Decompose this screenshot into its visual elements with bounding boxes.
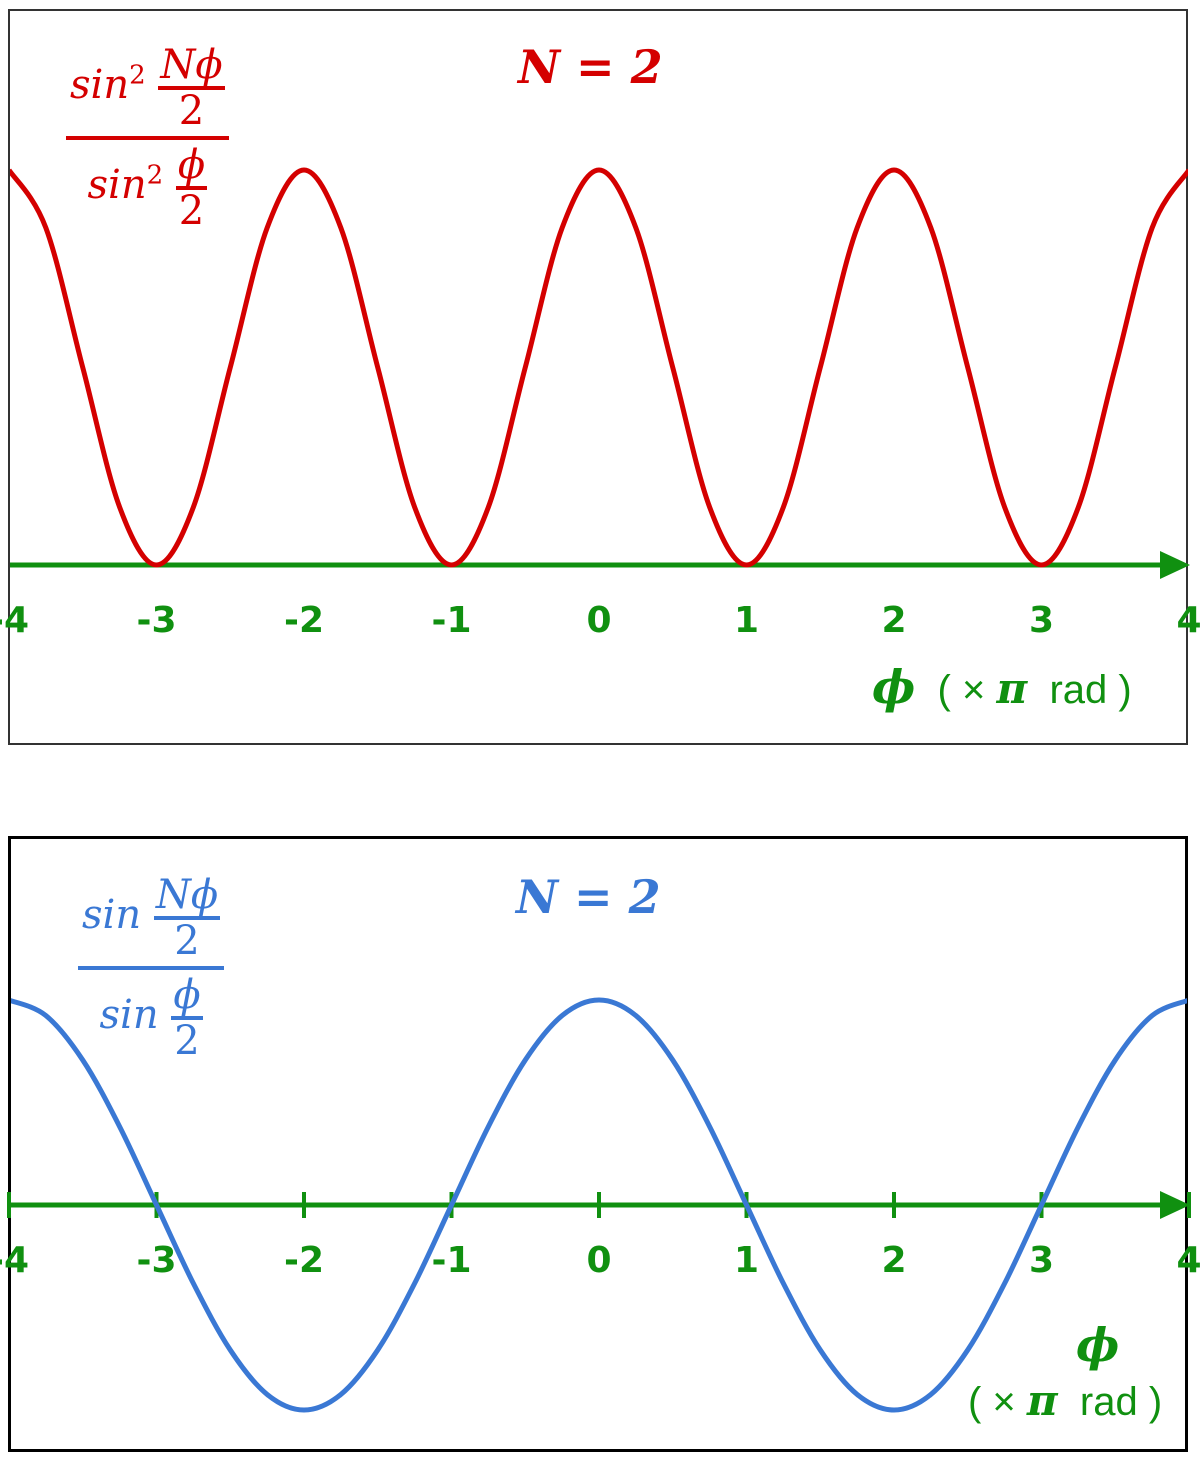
top-chart-frame [8,9,1188,745]
phi-symbol: ϕ [872,660,916,714]
x-tick-label: -4 [0,1240,29,1281]
bottom-x-axis-symbol: ϕ [1076,1318,1119,1372]
den-arg-den: 2 [178,188,205,234]
num-func: sin [70,62,130,108]
num-arg-den: 2 [178,88,205,134]
unit-close: rad ) [1049,668,1132,712]
x-tick-label: -3 [136,600,177,641]
x-tick-label: -4 [0,600,29,641]
x-tick-label: 1 [733,1240,760,1281]
num-arg-den: 2 [174,918,200,964]
bottom-x-axis-unit: ( × π rad ) [968,1376,1162,1425]
top-x-axis-label: ϕ ( × π rad ) [872,660,1132,714]
pi-symbol: π [1026,1376,1058,1425]
unit-close: rad ) [1079,1380,1163,1424]
x-axis-arrow [1160,1191,1190,1219]
num-arg-num: Nϕ [153,872,221,920]
x-tick-label: 0 [586,1240,612,1281]
x-axis-arrow [1160,551,1190,579]
x-tick-label: 3 [1028,600,1055,641]
data-curve [11,997,1187,1413]
x-tick-label: 2 [881,600,907,641]
x-tick-label: -2 [284,600,324,641]
num-func: sin [82,892,142,938]
den-func: sin [87,162,147,208]
den-arg-den: 2 [174,1018,200,1064]
x-tick-label: 0 [586,600,612,641]
x-tick-label: 4 [1176,600,1200,641]
top-chart-title: N = 2 [518,40,663,94]
bottom-chart-frame [8,836,1188,1452]
num-arg-num: Nϕ [158,42,225,90]
data-curve [10,167,1188,568]
num-power: 2 [129,60,146,91]
pi-symbol: π [996,664,1028,713]
phi-symbol: ϕ [1076,1318,1120,1372]
den-func: sin [99,992,159,1038]
x-tick-label: -2 [284,1240,324,1281]
unit-open: ( × [968,1380,1016,1424]
x-tick-label: -1 [431,600,472,641]
x-tick-label: -1 [431,1240,472,1281]
x-tick-label: 4 [1176,1240,1200,1281]
bottom-chart-title: N = 2 [516,870,661,924]
unit-open: ( × [937,668,986,712]
den-arg-num: ϕ [175,142,208,190]
x-tick-label: -3 [136,1240,177,1281]
x-tick-label: 2 [881,1240,907,1281]
den-arg-num: ϕ [171,972,203,1020]
x-tick-label: 1 [733,600,760,641]
den-power: 2 [146,160,164,191]
x-tick-label: 3 [1028,1240,1055,1281]
